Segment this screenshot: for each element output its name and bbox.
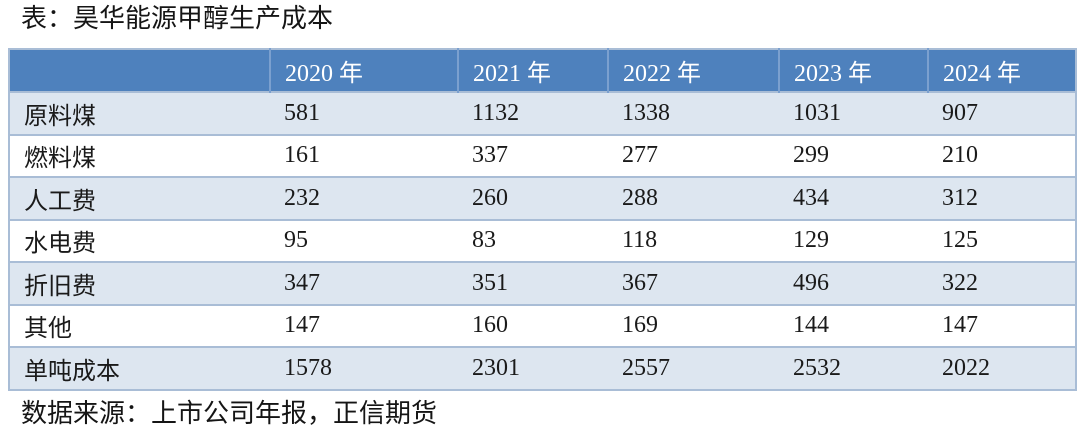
cell-value: 347 [284,269,320,296]
table-row-cost-per-ton: 单吨成本 1578 2301 2557 2532 2022 [9,347,1076,390]
cell-value: 907 [942,99,978,126]
header-year-2020: 2020 年 [269,49,458,92]
cell-value: 83 [472,227,496,254]
cell-value: 232 [284,184,320,211]
cell-value: 144 [793,312,829,339]
cell-value: 2022 [942,354,990,381]
row-label: 折旧费 [24,273,96,300]
cell-value: 496 [793,269,829,296]
cell-value: 351 [472,269,508,296]
cell-value: 160 [472,312,508,339]
cell-value: 118 [622,227,658,254]
cell-value: 260 [472,184,508,211]
data-source-note: 数据来源：上市公司年报，正信期货 [21,399,438,428]
row-label: 燃料煤 [24,146,96,173]
header-year-2022: 2022 年 [607,49,779,92]
row-label: 原料煤 [24,103,96,130]
cell-value: 1578 [284,354,332,381]
cell-value: 210 [942,142,978,169]
cell-value: 1338 [622,99,670,126]
table-header: 2020 年 2021 年 2022 年 2023 年 2024 年 [9,49,1076,92]
table-row-other: 其他 147 160 169 144 147 [9,304,1076,347]
header-year-2021: 2021 年 [457,49,608,92]
header-year-2024: 2024 年 [927,49,1076,92]
table-row-utilities-cost: 水电费 95 83 118 129 125 [9,219,1076,262]
table-title: 表：昊华能源甲醇生产成本 [21,4,334,33]
cell-value: 2301 [472,354,520,381]
cell-value: 2532 [793,354,841,381]
row-label: 其他 [24,316,72,343]
table-body: 原料煤 581 1132 1338 1031 907 燃料煤 161 337 2… [9,92,1076,390]
header-corner-cell [9,49,270,92]
row-label: 人工费 [24,188,96,215]
cell-value: 129 [793,227,829,254]
cell-value: 161 [284,142,320,169]
table-row-fuel-coal: 燃料煤 161 337 277 299 210 [9,134,1076,177]
cell-value: 288 [622,184,658,211]
row-label: 单吨成本 [24,358,120,385]
cell-value: 312 [942,184,978,211]
cell-value: 277 [622,142,658,169]
cost-table: 2020 年 2021 年 2022 年 2023 年 2024 年 原料煤 5… [8,48,1077,391]
row-label: 水电费 [24,231,96,258]
cell-value: 1132 [472,99,520,126]
cell-value: 337 [472,142,508,169]
cell-value: 147 [942,312,978,339]
cell-value: 95 [284,227,308,254]
cell-value: 169 [622,312,658,339]
table-row-labor-cost: 人工费 232 260 288 434 312 [9,177,1076,220]
cell-value: 147 [284,312,320,339]
cell-value: 2557 [622,354,670,381]
table-row-depreciation: 折旧费 347 351 367 496 322 [9,262,1076,305]
cell-value: 367 [622,269,658,296]
cell-value: 322 [942,269,978,296]
cell-value: 125 [942,227,978,254]
cell-value: 581 [284,99,320,126]
cell-value: 1031 [793,99,841,126]
header-row: 2020 年 2021 年 2022 年 2023 年 2024 年 [9,49,1076,92]
cell-value: 299 [793,142,829,169]
cell-value: 434 [793,184,829,211]
header-year-2023: 2023 年 [778,49,928,92]
table-row-raw-coal: 原料煤 581 1132 1338 1031 907 [9,92,1076,135]
